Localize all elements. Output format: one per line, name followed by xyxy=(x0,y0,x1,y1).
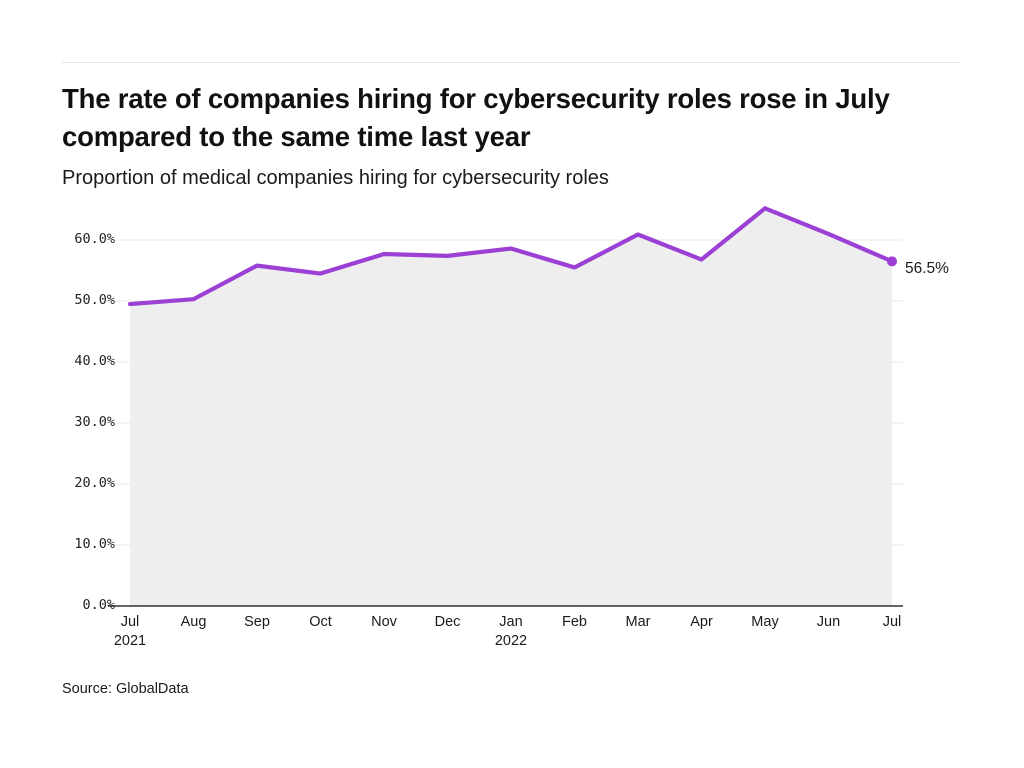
y-axis-tick-label: 50.0% xyxy=(74,292,115,308)
x-axis-month: Jun xyxy=(816,614,841,630)
x-axis-month: Apr xyxy=(690,614,713,630)
x-axis-tick-label: Nov xyxy=(344,614,424,630)
x-axis-month: Oct xyxy=(309,614,332,630)
x-axis-tick-label: Apr xyxy=(662,614,742,630)
x-axis-tick-label: Jun xyxy=(789,614,869,630)
page-title: The rate of companies hiring for cyberse… xyxy=(62,83,890,152)
y-axis-tick-label: 40.0% xyxy=(74,353,115,369)
y-axis-tick-label: 10.0% xyxy=(74,536,115,552)
x-axis-month: Jan xyxy=(499,614,523,630)
y-axis-tick-label: 60.0% xyxy=(74,231,115,247)
end-point-marker xyxy=(887,256,897,267)
x-axis-tick-label: Jul 2021 xyxy=(90,614,170,649)
x-axis-tick-label: Jul xyxy=(852,614,932,630)
x-axis-tick-label: Jan 2022 xyxy=(471,614,551,649)
x-axis-tick-label: Aug xyxy=(154,614,234,630)
x-axis-month: Sep xyxy=(244,614,270,630)
top-divider xyxy=(62,62,960,63)
x-axis-month: Feb xyxy=(562,614,587,630)
end-point-label: 56.5% xyxy=(905,260,949,278)
x-axis-tick-label: Feb xyxy=(535,614,615,630)
x-axis-month: Nov xyxy=(371,614,397,630)
data-line xyxy=(127,206,895,307)
x-axis-year: 2021 xyxy=(113,633,147,649)
source-note: Source: GlobalData xyxy=(62,681,189,697)
y-axis-tick-label: 0.0% xyxy=(82,597,115,613)
x-axis-month: Aug xyxy=(180,614,207,630)
x-axis-month: Mar xyxy=(625,614,651,630)
x-axis-tick-label: May xyxy=(725,614,805,630)
y-axis-tick-label: 20.0% xyxy=(74,475,115,491)
page-subtitle: Proportion of medical companies hiring f… xyxy=(62,167,609,189)
x-axis-tick-label: Oct xyxy=(281,614,361,630)
x-axis-month: Dec xyxy=(434,614,461,630)
y-axis-tick-label: 30.0% xyxy=(74,414,115,430)
x-axis-month: May xyxy=(751,614,779,630)
x-axis-tick-label: Sep xyxy=(217,614,297,630)
x-axis-tick-label: Mar xyxy=(598,614,678,630)
x-axis-year: 2022 xyxy=(494,633,528,649)
x-axis-tick-label: Dec xyxy=(408,614,488,630)
area-fill xyxy=(130,208,892,606)
x-axis-month: Jul xyxy=(882,614,902,630)
x-axis-month: Jul xyxy=(120,614,140,630)
y-axis-ticks xyxy=(116,239,130,546)
